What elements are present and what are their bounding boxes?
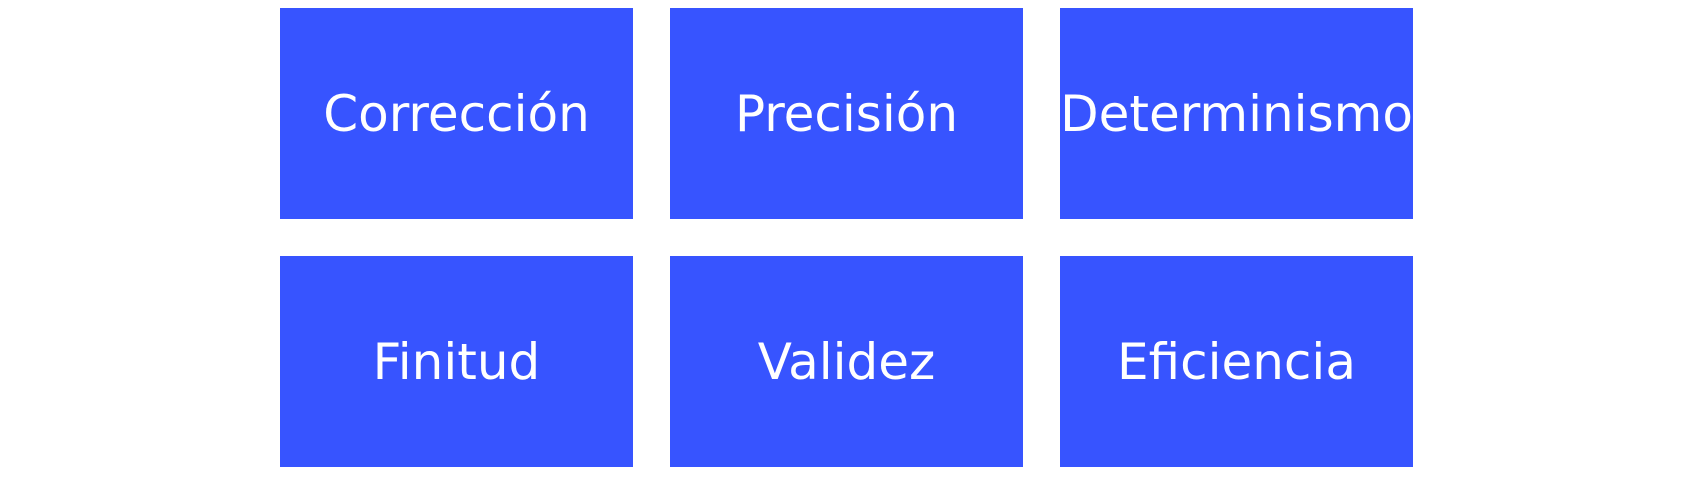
tile-determinismo: Determinismo [1060,8,1413,219]
tile-label: Finitud [372,332,541,391]
tile-label: Eficiencia [1117,332,1356,391]
properties-grid: Corrección Precisión Determinismo Finitu… [280,8,1413,467]
tile-validez: Validez [670,256,1023,467]
tile-label: Determinismo [1060,84,1413,143]
tile-finitud: Finitud [280,256,633,467]
tile-label: Precisión [734,84,959,143]
tile-eficiencia: Eficiencia [1060,256,1413,467]
tile-precision: Precisión [670,8,1023,219]
tile-label: Validez [757,332,936,391]
tile-correccion: Corrección [280,8,633,219]
tile-label: Corrección [323,84,590,143]
